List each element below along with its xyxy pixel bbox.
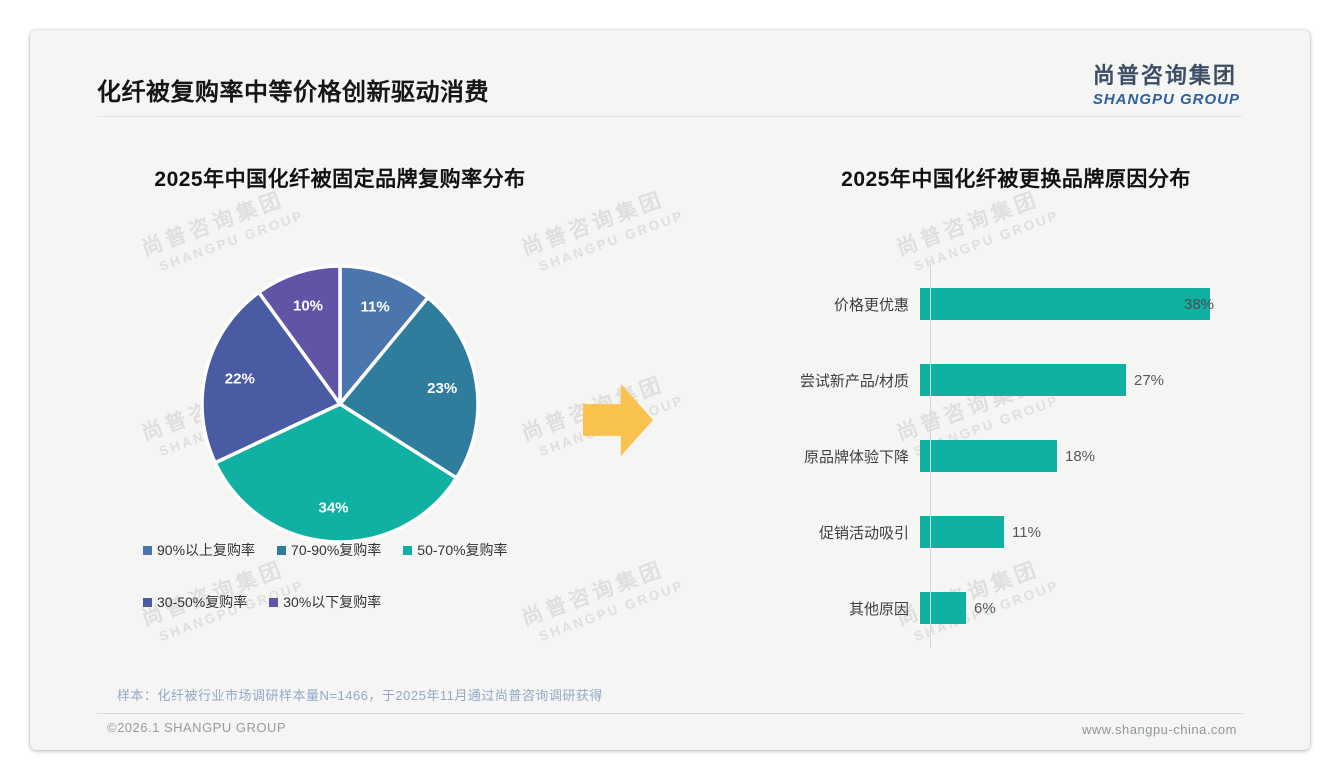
bar-row-价格更优惠: 价格更优惠 38% (760, 266, 1272, 342)
legend-label: 50-70%复购率 (417, 542, 508, 558)
bar-value-label: 11% (1012, 523, 1041, 541)
legend-swatch-icon (143, 597, 152, 607)
legend-label: 30%以下复购率 (283, 594, 382, 610)
legend-item-30%以下复购率: 30%以下复购率 (269, 592, 381, 612)
bar-row-尝试新产品/材质: 尝试新产品/材质 27% (760, 342, 1272, 418)
legend-swatch-icon (277, 545, 287, 555)
bar-fill (920, 288, 1210, 320)
bar-chart-title: 2025年中国化纤被更换品牌原因分布 (841, 168, 1191, 191)
repurchase-rate-pie-chart: 11% 23% 34% 22% 10% (200, 264, 480, 544)
company-logo: 尚普咨询集团 SHANGPU GROUP (1093, 58, 1240, 108)
pie-slice-label: 23% (427, 380, 457, 397)
bar-row-其他原因: 其他原因 6% (760, 570, 1272, 646)
pie-legend-row-2: 30-50%复购率 30%以下复购率 (143, 592, 381, 612)
bar-fill (920, 516, 1004, 548)
bar-fill (920, 364, 1126, 396)
legend-swatch-icon (143, 545, 152, 555)
pie-slice-50-70%复购率 (213, 402, 459, 544)
legend-swatch-icon (269, 597, 279, 607)
legend-item-30-50%复购率: 30-50%复购率 (143, 592, 247, 612)
footer-divider (97, 713, 1243, 714)
bar-value-label: 38% (1184, 295, 1215, 313)
pie-chart-block: 2025年中国化纤被固定品牌复购率分布 11% 23% 34% 22% 10% 90%以… (40, 164, 640, 634)
legend-item-70-90%复购率: 70-90%复购率 (277, 540, 381, 560)
legend-item-50-70%复购率: 50-70%复购率 (403, 540, 508, 560)
pie-slice-30-50%复购率 (200, 290, 342, 465)
pie-slice-70-90%复购率 (338, 295, 480, 480)
pie-slice-30%以下复购率 (257, 264, 342, 406)
pie-chart-title: 2025年中国化纤被固定品牌复购率分布 (154, 168, 526, 191)
pie-slice-label: 22% (225, 370, 255, 387)
page-title: 化纤被复购率中等价格创新驱动消费 (97, 79, 489, 106)
logo-english-name: SHANGPU GROUP (1092, 91, 1240, 108)
bar-value-label: 18% (1065, 447, 1096, 465)
pie-slice-label: 11% (360, 299, 389, 316)
legend-label: 70-90%复购率 (291, 542, 382, 558)
bar-category-label: 原品牌体验下降 (803, 448, 909, 466)
title-divider (97, 116, 1242, 117)
bar-category-label: 其他原因 (848, 600, 909, 618)
bar-row-促销活动吸引: 促销活动吸引 11% (760, 494, 1272, 570)
bar-chart-axis-line (930, 263, 931, 648)
bar-fill (920, 440, 1057, 472)
bar-category-label: 促销活动吸引 (818, 524, 909, 542)
bar-category-label: 尝试新产品/材质 (799, 372, 909, 390)
bar-row-原品牌体验下降: 原品牌体验下降 18% (760, 418, 1272, 494)
slide: 尚普咨询集团 SHANGPU GROUP 尚普咨询集团 SHANGPU GROUP 尚普… (30, 30, 1310, 750)
logo-chinese-name: 尚普咨询集团 (1092, 63, 1237, 88)
bar-value-label: 27% (1134, 371, 1165, 389)
bar-chart-block: 2025年中国化纤被更换品牌原因分布 价格更优惠 38% 尝试新产品/材质 27% 原品… (760, 164, 1272, 664)
pie-legend-row-1: 90%以上复购率 70-90%复购率 50-70%复购率 (143, 540, 508, 560)
sample-note: 样本：化纤被行业市场调研样本量N=1466，于2025年11月通过尚普咨询调研获… (117, 688, 603, 703)
legend-item-90%以上复购率: 90%以上复购率 (143, 540, 255, 560)
brand-switch-reason-bar-chart: 价格更优惠 38% 尝试新产品/材质 27% 原品牌体验下降 18% 促销活动吸引 11% 其他… (760, 263, 1272, 648)
legend-swatch-icon (403, 545, 413, 555)
bar-value-label: 6% (974, 599, 996, 617)
footer-copyright: ©2026.1 SHANGPU GROUP (107, 720, 287, 735)
legend-label: 90%以上复购率 (157, 542, 256, 558)
pie-slice-label: 10% (293, 298, 323, 315)
legend-label: 30-50%复购率 (157, 594, 248, 610)
bar-fill (920, 592, 966, 624)
pie-slice-90%以上复购率 (338, 264, 430, 406)
pie-slice-label: 34% (318, 499, 348, 516)
footer-website: www.shangpu-china.com (1081, 722, 1237, 737)
bar-category-label: 价格更优惠 (833, 296, 909, 314)
